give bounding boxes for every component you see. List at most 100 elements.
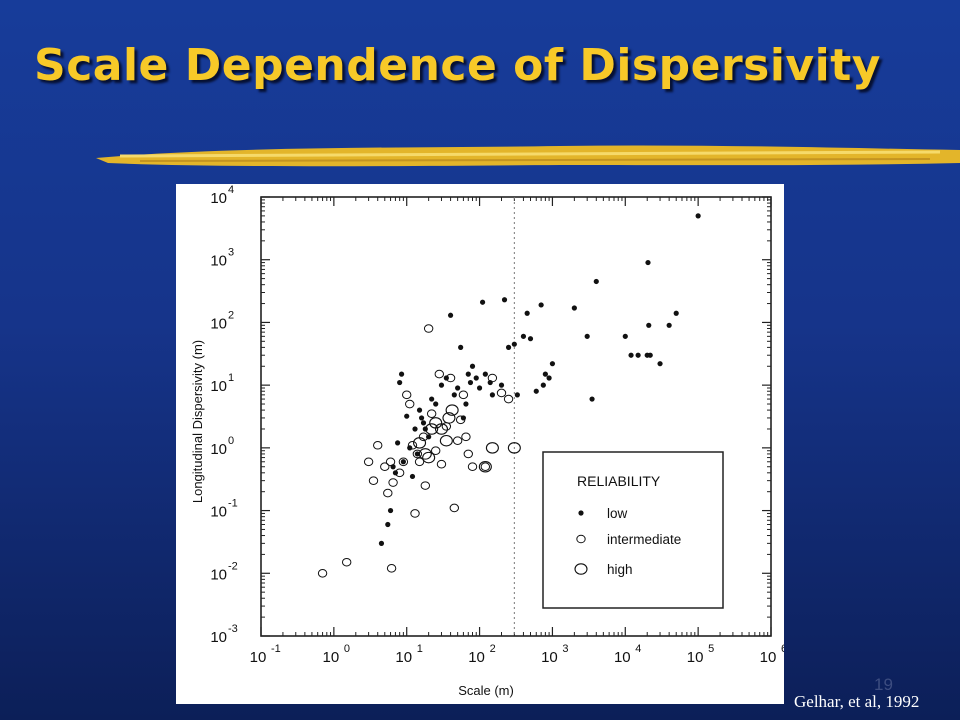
data-point-low bbox=[455, 385, 461, 391]
y-tick-label: 10 bbox=[210, 378, 227, 395]
data-point-low bbox=[420, 420, 427, 426]
legend-box bbox=[542, 451, 724, 609]
data-point-intermediate bbox=[412, 449, 423, 459]
slide-title: Scale Dependence of Dispersivity bbox=[34, 40, 881, 91]
data-point-intermediate bbox=[436, 459, 447, 469]
dispersivity-scatter-plot: 10-110010110210310410510610-310-210-1100… bbox=[190, 184, 787, 698]
data-point-low bbox=[489, 392, 496, 398]
data-point-low bbox=[524, 310, 530, 316]
data-point-intermediate bbox=[373, 440, 383, 450]
y-tick-exponent: 1 bbox=[228, 372, 234, 384]
data-point-intermediate bbox=[467, 462, 478, 472]
data-point-intermediate bbox=[388, 478, 398, 487]
data-point-low bbox=[416, 407, 423, 413]
data-point-high bbox=[412, 437, 427, 449]
x-tick-label: 10 bbox=[687, 649, 704, 666]
data-point-low bbox=[487, 379, 493, 386]
data-point-low bbox=[538, 302, 544, 308]
data-point-low bbox=[458, 344, 464, 350]
y-tick-exponent: -2 bbox=[228, 560, 238, 572]
data-point-intermediate bbox=[341, 557, 352, 567]
data-point-high bbox=[485, 442, 499, 454]
x-tick-label: 10 bbox=[760, 649, 777, 666]
brush-highlight bbox=[119, 150, 941, 158]
x-tick-label: 10 bbox=[468, 649, 485, 666]
data-point-intermediate bbox=[452, 436, 463, 446]
data-point-intermediate bbox=[407, 440, 418, 450]
y-axis-label: Longitudinal Dispersivity (m) bbox=[190, 340, 205, 503]
data-point-low bbox=[387, 507, 394, 514]
data-point-low bbox=[438, 382, 445, 388]
data-point-low bbox=[657, 361, 663, 367]
data-point-low bbox=[414, 451, 420, 457]
data-point-low bbox=[433, 401, 439, 407]
data-point-intermediate bbox=[420, 481, 431, 490]
data-point-low bbox=[527, 336, 534, 342]
y-tick-label: 10 bbox=[210, 253, 227, 270]
data-point-low bbox=[628, 352, 634, 358]
y-tick-exponent: 0 bbox=[228, 435, 234, 447]
data-point-low bbox=[395, 440, 401, 446]
y-tick-exponent: 3 bbox=[228, 247, 234, 259]
y-tick-exponent: 4 bbox=[228, 184, 234, 196]
x-tick-label: 10 bbox=[395, 649, 412, 666]
data-point-low bbox=[514, 392, 520, 398]
x-tick-exponent: -1 bbox=[271, 643, 281, 655]
data-point-low bbox=[409, 473, 416, 480]
data-point-intermediate bbox=[496, 388, 507, 398]
data-point-low bbox=[520, 333, 527, 339]
data-point-intermediate bbox=[363, 457, 374, 467]
x-tick-exponent: 5 bbox=[708, 643, 714, 655]
data-point-low bbox=[673, 310, 679, 316]
data-point-high bbox=[478, 460, 492, 473]
data-point-low bbox=[571, 305, 577, 311]
y-tick-label: 10 bbox=[210, 315, 227, 332]
data-point-intermediate bbox=[368, 476, 379, 485]
chart-panel: 10-110010110210310410510610-310-210-1100… bbox=[176, 184, 787, 704]
x-tick-exponent: 3 bbox=[562, 643, 568, 655]
data-point-intermediate bbox=[480, 462, 491, 472]
data-point-high bbox=[422, 451, 436, 464]
data-point-high bbox=[434, 423, 449, 435]
data-point-low bbox=[469, 363, 476, 369]
data-point-low bbox=[451, 392, 457, 398]
brush-shadow bbox=[139, 158, 931, 162]
data-point-low bbox=[463, 401, 469, 407]
data-point-high bbox=[439, 434, 453, 447]
legend-marker-high bbox=[574, 563, 588, 575]
data-point-high bbox=[425, 423, 439, 435]
data-point-intermediate bbox=[463, 449, 473, 459]
data-point-low bbox=[476, 385, 483, 391]
data-point-low bbox=[666, 322, 672, 328]
data-point-low bbox=[397, 379, 403, 386]
legend-label-intermediate: intermediate bbox=[607, 532, 681, 547]
data-point-intermediate bbox=[445, 373, 456, 383]
data-point-low bbox=[385, 521, 391, 528]
data-point-intermediate bbox=[414, 457, 425, 467]
data-point-low bbox=[540, 382, 546, 388]
x-tick-exponent: 2 bbox=[490, 643, 496, 655]
data-point-high bbox=[445, 404, 459, 416]
data-point-intermediate bbox=[385, 457, 396, 467]
data-point-low bbox=[589, 396, 595, 402]
data-point-low bbox=[412, 426, 418, 432]
data-point-intermediate bbox=[405, 399, 415, 409]
data-point-low bbox=[695, 213, 701, 219]
x-tick-exponent: 0 bbox=[344, 643, 350, 655]
x-tick-label: 10 bbox=[250, 649, 267, 666]
x-tick-label: 10 bbox=[323, 649, 340, 666]
y-tick-exponent: -1 bbox=[228, 498, 238, 510]
data-point-intermediate bbox=[380, 462, 390, 472]
x-tick-label: 10 bbox=[541, 649, 558, 666]
data-point-low bbox=[542, 371, 548, 377]
y-tick-label: 10 bbox=[210, 566, 227, 583]
data-point-intermediate bbox=[402, 390, 412, 400]
data-point-low bbox=[398, 371, 405, 377]
data-point-intermediate bbox=[431, 446, 441, 456]
data-point-intermediate bbox=[503, 394, 514, 404]
y-tick-exponent: 2 bbox=[228, 309, 234, 321]
plot-frame bbox=[260, 196, 772, 637]
data-point-low bbox=[479, 299, 486, 305]
data-point-intermediate bbox=[386, 564, 397, 573]
x-tick-exponent: 1 bbox=[417, 643, 423, 655]
